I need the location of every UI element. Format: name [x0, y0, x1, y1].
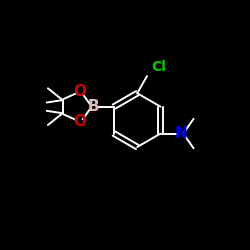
- Text: B: B: [87, 99, 99, 114]
- Text: O: O: [73, 84, 86, 99]
- Text: N: N: [175, 126, 188, 141]
- Text: Cl: Cl: [152, 60, 166, 74]
- Text: O: O: [73, 114, 86, 129]
